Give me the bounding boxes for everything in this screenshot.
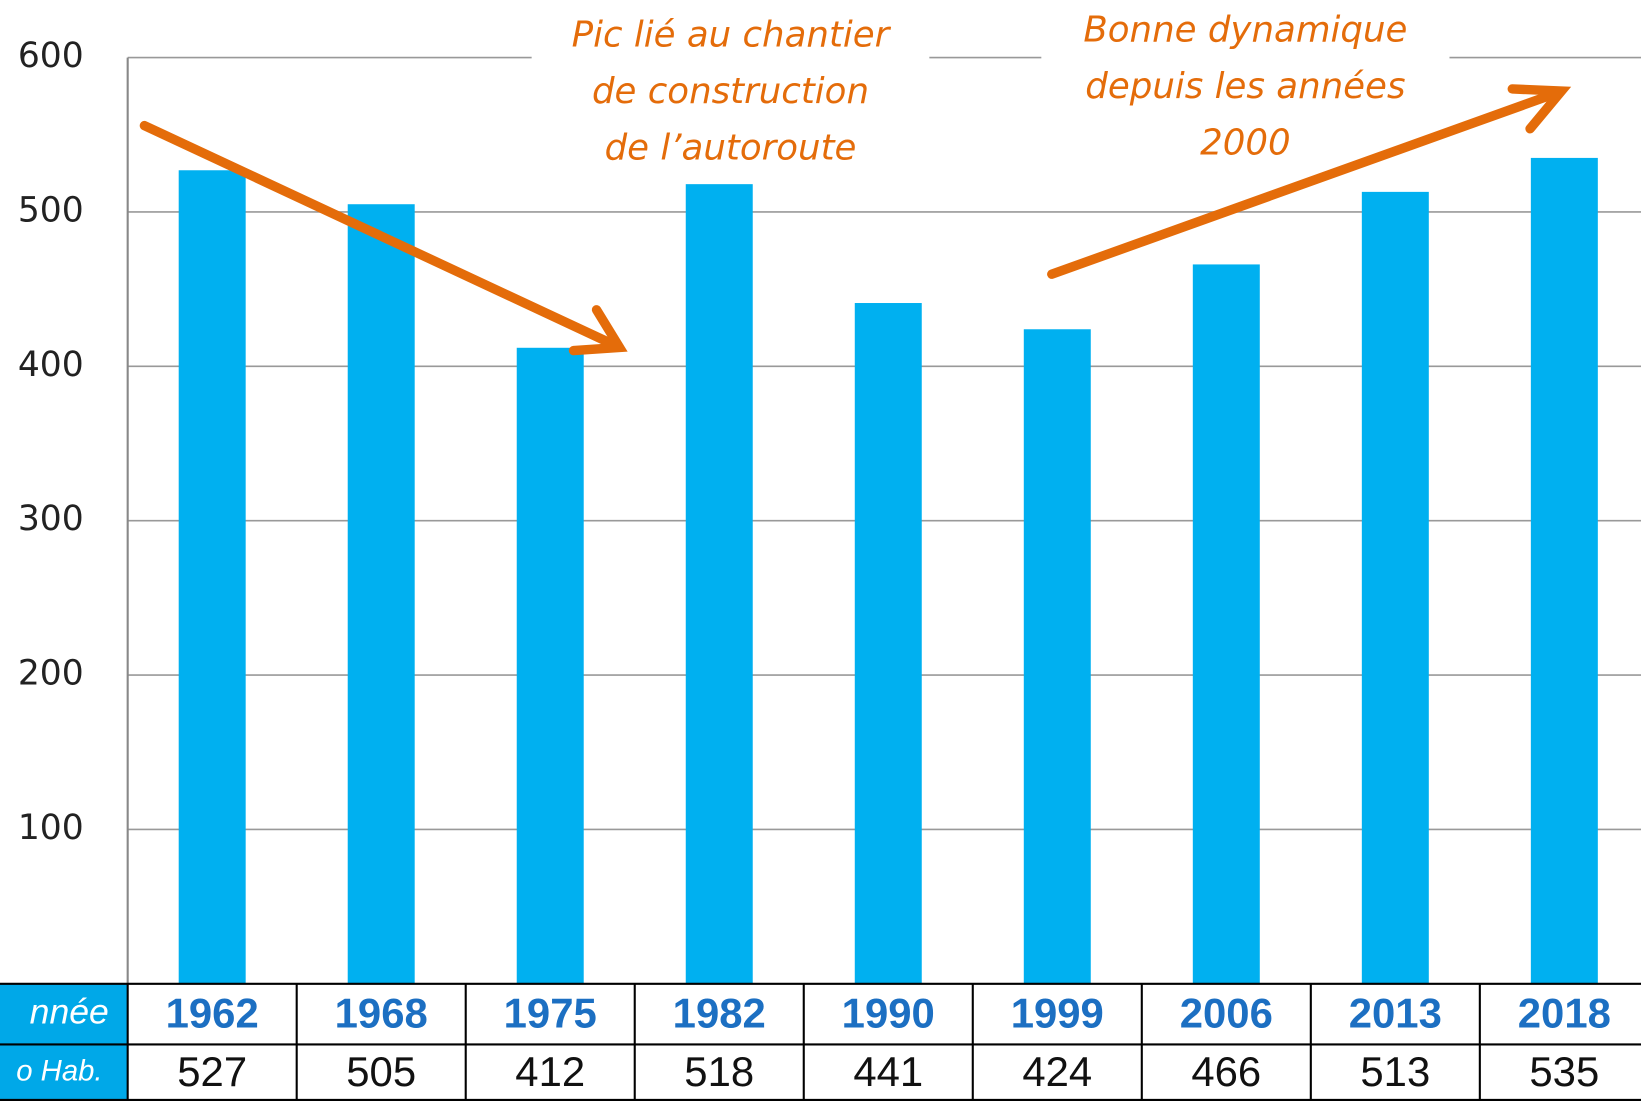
data-label: 535	[1529, 1048, 1599, 1095]
arrow-head	[1507, 84, 1572, 134]
y-tick-label: 400	[18, 345, 84, 385]
bars	[178, 157, 1598, 984]
y-tick-label: 200	[18, 654, 84, 694]
bar	[1192, 264, 1260, 984]
x-tick-label: 1962	[166, 989, 259, 1036]
x-tick-label: 1982	[673, 989, 766, 1036]
bar	[1530, 157, 1598, 984]
x-tick-label: 2018	[1518, 989, 1611, 1036]
data-label: 412	[515, 1048, 585, 1095]
annotations: Pic lié au chantier de construction de l’a…	[531, 9, 1450, 169]
arrow-down	[139, 120, 623, 352]
arrow-up	[1047, 87, 1565, 279]
bar	[178, 170, 246, 984]
data-label: 513	[1360, 1048, 1430, 1095]
annotation: Pic lié au chantier	[572, 15, 892, 56]
x-tick-label: 2013	[1349, 989, 1442, 1036]
x-tick-label: 1999	[1011, 989, 1104, 1036]
data-label: 527	[177, 1048, 247, 1095]
annotation: Bonne dynamique	[1083, 9, 1407, 50]
x-tick-label: 1975	[504, 989, 597, 1036]
annotation: depuis les années	[1085, 66, 1405, 107]
annotation: 2000	[1200, 122, 1291, 163]
bar	[1361, 191, 1429, 984]
arrow-head	[568, 305, 628, 356]
bar	[685, 184, 753, 984]
bar	[347, 204, 415, 984]
y-tick-label: 100	[18, 808, 84, 848]
x-tick-label: 1968	[335, 989, 428, 1036]
data-label: 518	[684, 1048, 754, 1095]
row-label-cell	[0, 983, 128, 1101]
y-tick-label: 600	[18, 36, 84, 76]
y-tick-label: 500	[18, 190, 84, 230]
data-label: 505	[346, 1048, 416, 1095]
annotation: de l’autoroute	[605, 128, 857, 169]
row-label: o Hab.	[16, 1054, 102, 1087]
data-label: 466	[1191, 1048, 1261, 1095]
x-tick-label: 1990	[842, 989, 935, 1036]
row-label: nnée	[30, 992, 109, 1032]
y-tick-label: 300	[18, 499, 84, 539]
annotation-bg	[531, 39, 930, 76]
x-tick-label: 2006	[1180, 989, 1273, 1036]
data-label: 441	[853, 1048, 923, 1095]
annotation: de construction	[592, 71, 869, 112]
bar	[516, 347, 584, 984]
data-table: nnée o Hab. 1962 527 1968 505 1975 412 1982 518 19…	[0, 982, 1641, 1101]
data-label: 424	[1022, 1048, 1092, 1095]
arrows	[139, 84, 1572, 356]
bar	[854, 303, 922, 984]
annotation-bg	[1041, 39, 1450, 76]
bar	[1023, 329, 1091, 984]
